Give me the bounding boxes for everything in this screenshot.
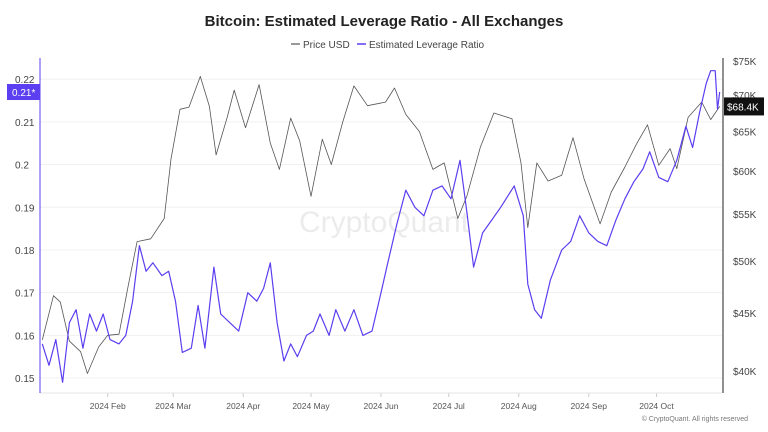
legend-label-price[interactable]: Price USD — [303, 40, 350, 51]
left-tick-label: 0.17 — [15, 289, 35, 300]
watermark: CryptoQuant — [299, 206, 470, 239]
x-tick-label: 2024 May — [292, 401, 330, 411]
left-tick-label: 0.16 — [15, 331, 35, 342]
current-leverage-badge — [7, 84, 40, 101]
leverage-ratio-line — [41, 70, 721, 383]
current-price-badge — [724, 97, 764, 116]
left-tick-label: 0.19 — [15, 203, 35, 214]
x-tick-label: 2024 Jun — [364, 401, 399, 411]
right-tick-label: $55K — [733, 210, 757, 221]
x-tick-label: 2024 Jul — [433, 401, 465, 411]
right-tick-label: $45K — [733, 309, 757, 320]
right-tick-label: $50K — [733, 257, 757, 268]
x-tick-label: 2024 Apr — [226, 401, 260, 411]
legend: Price USD Estimated Leverage Ratio — [291, 40, 485, 51]
left-tick-label: 0.15 — [15, 374, 35, 385]
left-tick-label: 0.18 — [15, 246, 35, 257]
copyright: © CryptoQuant. All rights reserved — [642, 415, 748, 423]
right-tick-label: $75K — [733, 57, 757, 68]
right-tick-label: $60K — [733, 167, 757, 178]
left-tick-label: 0.21 — [15, 118, 35, 129]
left-tick-label: 0.2 — [15, 161, 29, 172]
chart-title: Bitcoin: Estimated Leverage Ratio - All … — [205, 13, 564, 30]
x-tick-label: 2024 Sep — [571, 401, 608, 411]
x-tick-label: 2024 Mar — [155, 401, 191, 411]
right-tick-label: $70K — [733, 91, 757, 102]
price-usd-line — [41, 76, 721, 374]
right-tick-label: $65K — [733, 128, 757, 139]
right-tick-label: $40K — [733, 367, 757, 378]
legend-label-leverage[interactable]: Estimated Leverage Ratio — [369, 40, 485, 51]
x-tick-label: 2024 Feb — [90, 401, 126, 411]
x-tick-label: 2024 Oct — [639, 401, 674, 411]
left-tick-label: 0.22 — [15, 75, 35, 86]
current-leverage-label: 0.21* — [12, 88, 35, 99]
x-tick-label: 2024 Aug — [501, 401, 537, 411]
current-price-label: $68.4K — [727, 102, 759, 113]
